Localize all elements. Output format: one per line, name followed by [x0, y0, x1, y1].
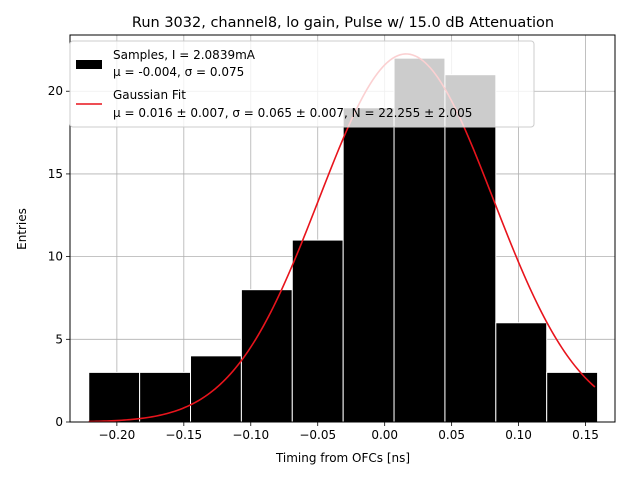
legend-swatch-samples — [76, 60, 102, 69]
legend: Samples, I = 2.0839mA μ = -0.004, σ = 0.… — [69, 40, 535, 128]
legend-fit-line1: Gaussian Fit — [113, 88, 186, 102]
x-axis-ticks: −0.20 −0.15 −0.10 −0.05 0.00 0.05 0.10 0.15 — [98, 422, 599, 442]
x-tick-label: 0.05 — [438, 428, 465, 442]
x-tick-label: −0.20 — [98, 428, 135, 442]
x-tick-label: 0.15 — [572, 428, 599, 442]
x-tick-label: −0.05 — [299, 428, 336, 442]
y-tick-label: 5 — [55, 332, 63, 346]
y-tick-label: 15 — [48, 167, 63, 181]
legend-samples-line2: μ = -0.004, σ = 0.075 — [113, 65, 244, 79]
histogram-bar — [495, 322, 548, 423]
histogram-bar — [546, 371, 599, 423]
histogram-bar — [444, 74, 497, 423]
y-axis-ticks: 0 5 10 15 20 — [48, 84, 70, 429]
histogram-bar — [342, 107, 395, 423]
y-axis-label: Entries — [15, 208, 29, 250]
histogram-bar — [291, 239, 344, 423]
x-axis-label: Timing from OFCs [ns] — [275, 451, 410, 465]
legend-fit-line2: μ = 0.016 ± 0.007, σ = 0.065 ± 0.007, N … — [113, 106, 472, 120]
legend-box — [69, 40, 535, 128]
histogram-bar — [240, 289, 293, 423]
x-tick-label: −0.10 — [232, 428, 269, 442]
x-tick-label: 0.10 — [505, 428, 532, 442]
x-tick-label: 0.00 — [371, 428, 398, 442]
legend-samples-line1: Samples, I = 2.0839mA — [113, 48, 256, 62]
x-tick-label: −0.15 — [165, 428, 202, 442]
y-tick-label: 0 — [55, 415, 63, 429]
y-tick-label: 10 — [48, 250, 63, 264]
gaussian-fit-curve — [88, 53, 596, 423]
y-tick-label: 20 — [48, 84, 63, 98]
chart-title: Run 3032, channel8, lo gain, Pulse w/ 15… — [132, 15, 554, 31]
histogram-bar — [88, 371, 141, 423]
plot-frame — [69, 34, 616, 423]
